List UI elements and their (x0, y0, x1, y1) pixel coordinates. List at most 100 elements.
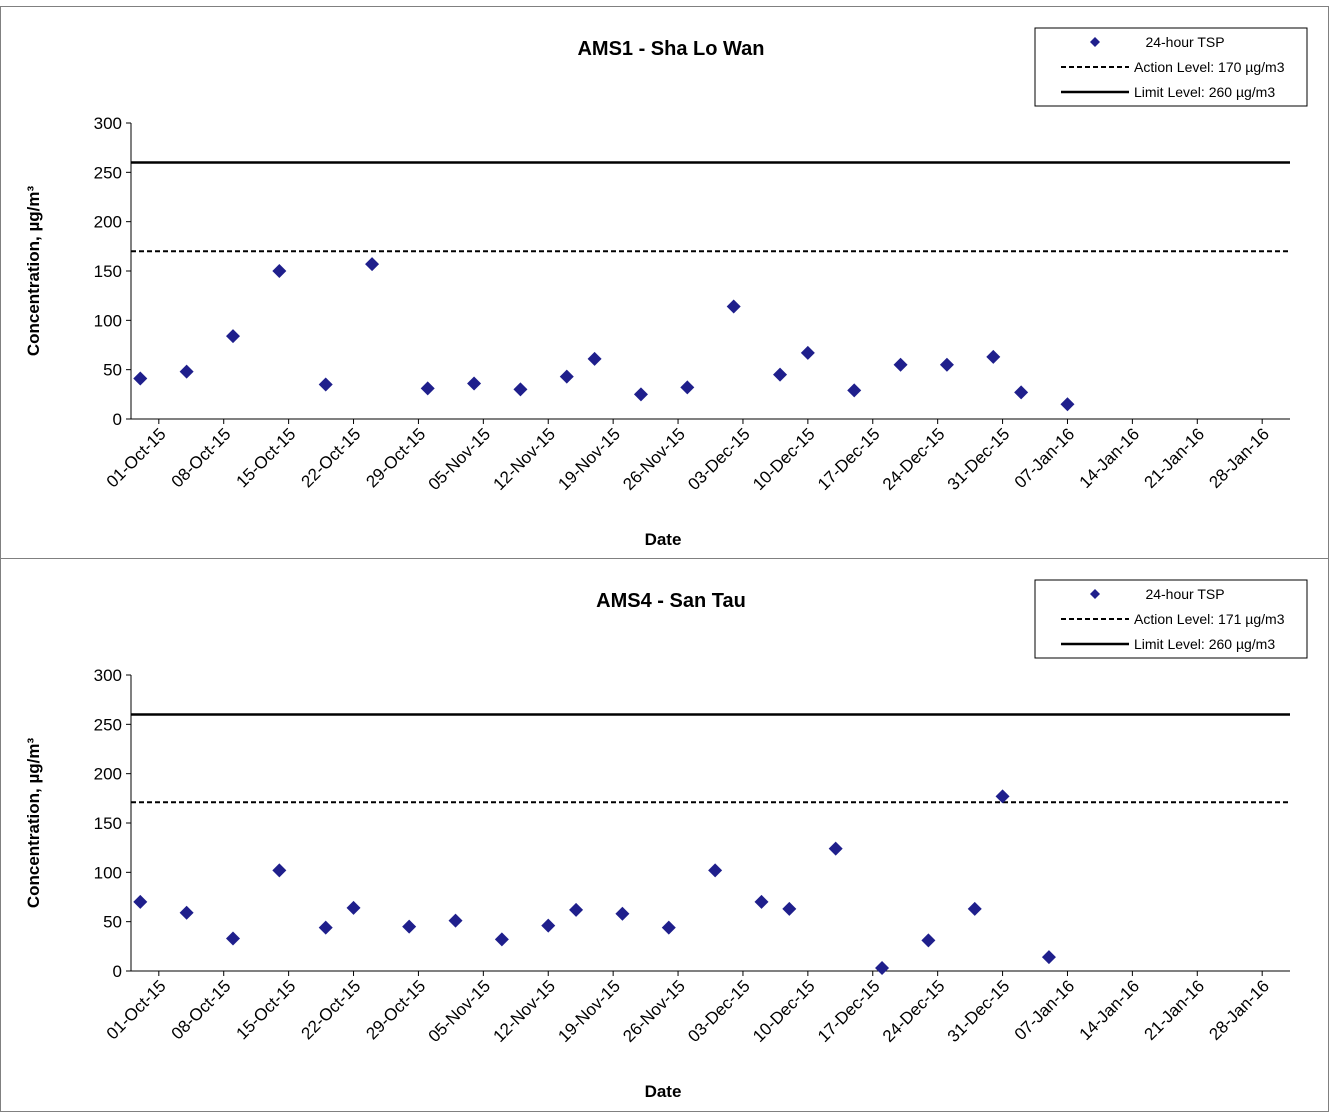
legend-label: Action Level: 170 µg/m3 (1134, 59, 1285, 75)
y-axis-label: Concentration, µg/m³ (24, 185, 43, 356)
data-point-marker (800, 345, 815, 360)
chart-title: AMS1 - Sha Lo Wan (577, 38, 764, 60)
data-point-marker (133, 894, 148, 909)
x-tick-label: 10-Dec-15 (749, 976, 819, 1046)
x-tick-label: 03-Dec-15 (684, 424, 754, 494)
x-tick-label: 12-Nov-15 (490, 424, 560, 494)
y-tick-label: 0 (113, 410, 122, 429)
data-point-marker (754, 894, 769, 909)
data-point-marker (615, 906, 630, 921)
chart-svg-ams4: AMS4 - San Tau 0 50 100 150 200 250 300 01-Oct-1… (24, 579, 1308, 1101)
data-point-marker (365, 257, 380, 272)
x-tick-label: 22-Oct-15 (297, 424, 364, 491)
x-tick-label: 05-Nov-15 (425, 976, 495, 1046)
chart-title: AMS4 - San Tau (596, 590, 746, 612)
data-point-marker (847, 383, 862, 398)
y-tick-label: 50 (103, 361, 122, 380)
x-tick-label: 24-Dec-15 (879, 424, 949, 494)
x-tick-label: 26-Nov-15 (619, 424, 689, 494)
legend-label: 24-hour TSP (1145, 34, 1224, 50)
data-point-marker (939, 357, 954, 372)
y-tick-label: 200 (94, 213, 122, 232)
data-point-marker (726, 299, 741, 314)
data-point-marker (680, 380, 695, 395)
y-tick-label: 250 (94, 715, 122, 734)
y-tick-label: 50 (103, 913, 122, 932)
data-point-marker (272, 863, 287, 878)
data-point-marker (513, 382, 528, 397)
y-axis-label: Concentration, µg/m³ (24, 737, 43, 908)
x-tick-label: 17-Dec-15 (814, 424, 884, 494)
x-tick-label: 21-Jan-16 (1141, 976, 1209, 1044)
x-tick-label: 21-Jan-16 (1141, 424, 1209, 492)
x-axis-label: Date (645, 1082, 682, 1101)
data-point-marker (346, 900, 361, 915)
data-point-marker (1014, 385, 1029, 400)
data-point-marker (633, 387, 648, 402)
data-point-marker (179, 905, 194, 920)
x-tick-label: 22-Oct-15 (297, 976, 364, 1043)
y-tick-label: 100 (94, 311, 122, 330)
data-point-marker (467, 376, 482, 391)
legend-label: 24-hour TSP (1145, 586, 1224, 602)
data-point-marker (225, 329, 240, 344)
x-tick-label: 24-Dec-15 (879, 976, 949, 1046)
data-point-marker (921, 933, 936, 948)
legend-label: Action Level: 171 µg/m3 (1134, 611, 1285, 627)
x-tick-label: 31-Dec-15 (944, 976, 1014, 1046)
data-point-marker (569, 902, 584, 917)
data-point-marker (494, 932, 509, 947)
x-tick-label: 07-Jan-16 (1011, 976, 1079, 1044)
data-point-marker (133, 371, 148, 386)
x-tick-label: 26-Nov-15 (619, 976, 689, 1046)
x-tick-label: 28-Jan-16 (1205, 424, 1273, 492)
data-point-marker (986, 349, 1001, 364)
legend-marker-diamond (1090, 589, 1100, 599)
data-point-marker (448, 913, 463, 928)
y-tick-label: 200 (94, 765, 122, 784)
data-point-marker (420, 381, 435, 396)
x-axis-label: Date (645, 530, 682, 549)
data-point-marker (995, 789, 1010, 804)
x-tick-label: 19-Nov-15 (554, 424, 624, 494)
y-tick-label: 100 (94, 863, 122, 882)
data-point-marker (559, 369, 574, 384)
chart-panel-ams4: AMS4 - San Tau 0 50 100 150 200 250 300 01-Oct-1… (0, 558, 1329, 1112)
y-tick-label: 150 (94, 814, 122, 833)
x-tick-label: 07-Jan-16 (1011, 424, 1079, 492)
x-tick-label: 29-Oct-15 (362, 976, 429, 1043)
x-tick-label: 15-Oct-15 (233, 424, 300, 491)
data-point-marker (967, 901, 982, 916)
data-point-marker (875, 961, 890, 976)
y-tick-label: 150 (94, 262, 122, 281)
legend-marker-diamond (1090, 37, 1100, 47)
legend-label: Limit Level: 260 µg/m3 (1134, 84, 1275, 100)
y-tick-label: 0 (113, 962, 122, 981)
data-point-marker (893, 357, 908, 372)
x-tick-label: 10-Dec-15 (749, 424, 819, 494)
x-tick-label: 12-Nov-15 (490, 976, 560, 1046)
data-point-marker (1041, 950, 1056, 965)
chart-svg-ams1: AMS1 - Sha Lo Wan 0 50 100 150 200 250 300 01-Oc… (24, 27, 1308, 549)
x-tick-label: 19-Nov-15 (554, 976, 624, 1046)
x-tick-label: 15-Oct-15 (233, 976, 300, 1043)
data-point-marker (272, 264, 287, 278)
data-point-marker (318, 920, 333, 935)
x-tick-label: 01-Oct-15 (103, 976, 170, 1043)
data-point-marker (1060, 397, 1075, 412)
data-point-marker (782, 901, 797, 916)
data-point-marker (587, 351, 602, 366)
y-tick-label: 300 (94, 666, 122, 685)
data-point-marker (179, 364, 194, 379)
x-tick-label: 08-Oct-15 (168, 976, 235, 1043)
legend-label: Limit Level: 260 µg/m3 (1134, 636, 1275, 652)
x-tick-label: 29-Oct-15 (362, 424, 429, 491)
x-tick-label: 31-Dec-15 (944, 424, 1014, 494)
chart-panel-ams1: AMS1 - Sha Lo Wan 0 50 100 150 200 250 300 01-Oc… (0, 6, 1329, 559)
data-point-marker (402, 919, 417, 934)
data-point-marker (541, 918, 556, 933)
y-tick-label: 250 (94, 163, 122, 182)
data-point-marker (828, 841, 843, 856)
data-point-marker (708, 863, 723, 878)
y-tick-label: 300 (94, 114, 122, 133)
